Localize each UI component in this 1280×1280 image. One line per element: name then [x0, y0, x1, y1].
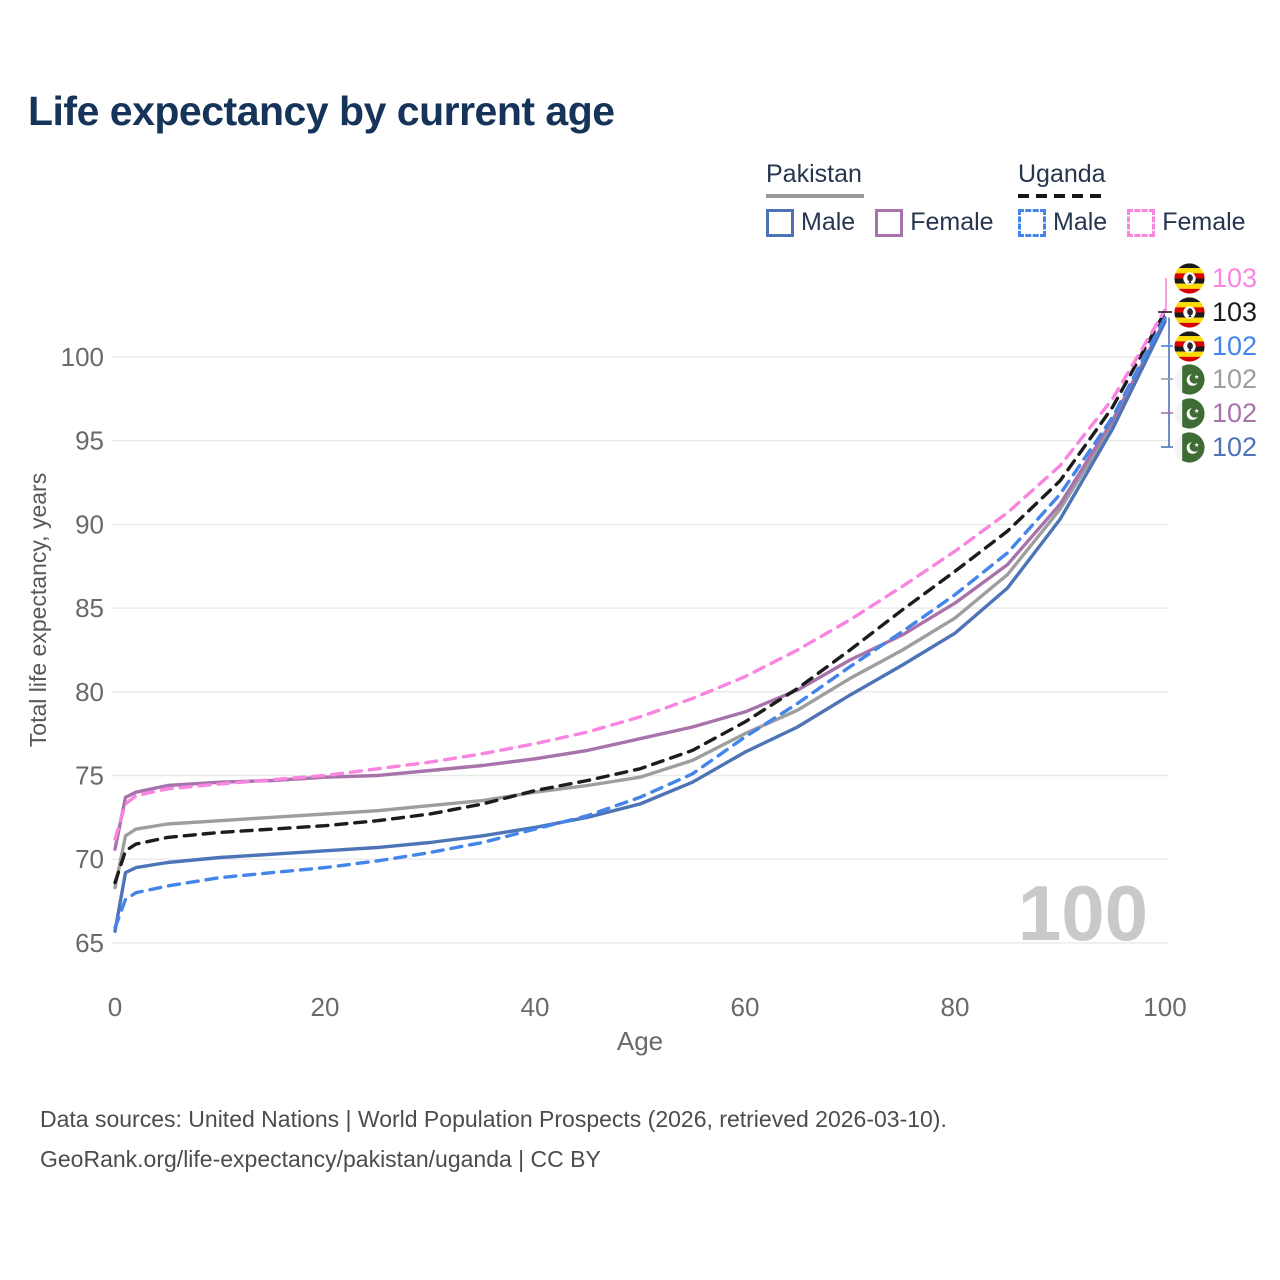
pakistan-flag-icon — [1174, 363, 1205, 395]
endpoint-label-uganda-female: 103 — [1174, 262, 1257, 294]
x-tick-40: 40 — [521, 992, 550, 1022]
endpoint-value: 103 — [1212, 262, 1258, 293]
endpoint-value: 103 — [1212, 296, 1258, 327]
y-tick-95: 95 — [75, 426, 104, 456]
page-title: Life expectancy by current age — [28, 88, 615, 134]
attribution-link-text[interactable]: GeoRank.org/life-expectancy/pakistan/uga… — [40, 1146, 601, 1172]
pakistan-female-checkbox[interactable] — [875, 208, 904, 237]
x-axis-label: Age — [617, 1026, 663, 1056]
x-tick-0: 0 — [108, 992, 122, 1022]
pakistan-male-checkbox[interactable] — [766, 208, 794, 237]
legend-country-uganda: Uganda — [1018, 160, 1106, 188]
series-line-pakistan-total — [113, 317, 1167, 890]
legend-label: Male — [1053, 208, 1108, 236]
pakistan-flag-icon — [1174, 431, 1205, 463]
uganda-flag-icon — [1174, 262, 1205, 294]
series-line-uganda-male — [113, 316, 1167, 930]
y-tick-65: 65 — [75, 928, 104, 958]
endpoint-label-pakistan-total: 102 — [1174, 363, 1257, 395]
legend-country-pakistan: Pakistan — [766, 160, 862, 188]
y-tick-70: 70 — [75, 844, 104, 874]
data-sources-text: Data sources: United Nations | World Pop… — [40, 1106, 947, 1132]
series-line-pakistan-male — [113, 320, 1167, 933]
x-tick-60: 60 — [731, 992, 760, 1022]
uganda-female-checkbox[interactable] — [1127, 208, 1156, 237]
pakistan-solid-line-sample — [766, 194, 864, 198]
legend-label: Male — [801, 208, 856, 236]
legend-label: Female — [1162, 208, 1246, 236]
y-tick-85: 85 — [75, 593, 104, 623]
legend-toggle-pakistan-male[interactable]: Male — [766, 208, 855, 237]
endpoint-value: 102 — [1212, 330, 1258, 361]
endpoint-value: 102 — [1212, 363, 1258, 394]
endpoint-label-pakistan-female: 102 — [1174, 397, 1257, 429]
uganda-male-checkbox[interactable] — [1018, 208, 1046, 237]
y-tick-75: 75 — [75, 761, 104, 791]
legend-toggle-uganda-female[interactable]: Female — [1127, 208, 1246, 237]
x-tick-100: 100 — [1143, 992, 1186, 1022]
series-line-pakistan-female — [113, 318, 1167, 851]
x-tick-80: 80 — [941, 992, 970, 1022]
y-tick-100: 100 — [61, 342, 104, 372]
x-tick-20: 20 — [311, 992, 340, 1022]
legend-toggle-uganda-male[interactable]: Male — [1018, 208, 1107, 237]
line-chart: 65 70 75 80 85 90 95 100 0 20 40 60 80 100 Age Total li… — [25, 278, 1187, 1056]
y-tick-80: 80 — [75, 677, 104, 707]
endpoint-label-uganda-total: 103 — [1174, 296, 1257, 328]
uganda-flag-icon — [1174, 330, 1205, 362]
endpoint-value: 102 — [1212, 397, 1258, 428]
uganda-dashed-line-sample — [1018, 194, 1108, 198]
legend-group-uganda: Uganda Male Female — [1018, 160, 1246, 237]
y-tick-90: 90 — [75, 509, 104, 539]
legend-group-pakistan: Pakistan Male Female — [766, 160, 994, 237]
legend-toggle-pakistan-female[interactable]: Female — [875, 208, 994, 237]
uganda-flag-icon — [1174, 296, 1205, 328]
endpoint-label-uganda-male: 102 — [1174, 330, 1257, 362]
series-line-uganda-total — [113, 310, 1167, 885]
pakistan-flag-icon — [1174, 397, 1205, 429]
legend-label: Female — [910, 208, 994, 236]
endpoint-label-pakistan-male: 102 — [1174, 431, 1257, 463]
y-axis-label: Total life expectancy, years — [25, 473, 51, 747]
endpoint-value: 102 — [1212, 431, 1258, 462]
series-line-uganda-female — [113, 308, 1167, 841]
